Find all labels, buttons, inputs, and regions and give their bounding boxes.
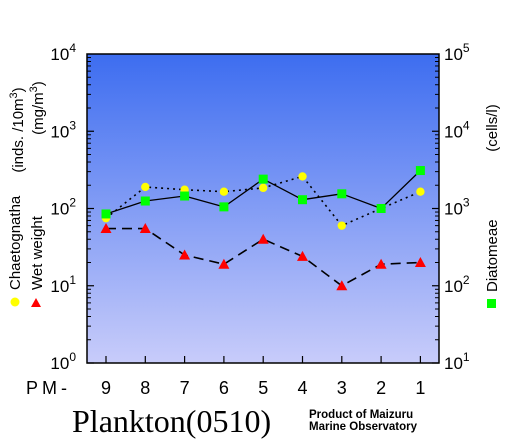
x-tick-label: 2 <box>376 378 386 398</box>
data-point-wet-weight <box>297 250 308 261</box>
right-tick-label: 105 <box>444 41 470 64</box>
data-point-diatomeae <box>415 166 425 176</box>
right-tick-label: 102 <box>444 273 470 296</box>
data-point-wet-weight <box>218 258 230 269</box>
right-axis-title: (cells/l) <box>484 104 501 152</box>
left-axis-title-line1: (inds. /10m3) <box>8 87 27 172</box>
right-axis-ticks: 101 102 103 104 105 <box>432 41 470 373</box>
data-point-wet-weight <box>414 256 426 267</box>
x-tick-label: 1 <box>415 378 425 398</box>
data-point-diatomeae <box>258 174 268 184</box>
data-point-chaetognatha <box>259 183 268 193</box>
data-point-wet-weight <box>375 258 387 269</box>
credit-line-2: Marine Observatory <box>309 421 418 433</box>
data-point-chaetognatha <box>219 187 229 196</box>
data-point-diatomeae <box>101 209 111 219</box>
data-point-chaetognatha <box>298 172 307 181</box>
data-point-chaetognatha <box>141 182 150 192</box>
chart-title: Plankton(0510) <box>72 403 271 439</box>
left-axis-title-line2: (mg/m3) <box>28 81 47 135</box>
legend-wet-weight-label: Wet weight <box>29 215 46 290</box>
legend-chaetognatha-marker <box>10 297 20 307</box>
right-tick-label: 101 <box>444 350 470 373</box>
x-tick-label: 4 <box>297 378 307 398</box>
credit-line-1: Product of Maizuru <box>309 409 413 421</box>
data-point-diatomeae <box>180 191 190 201</box>
left-tick-label: 103 <box>50 118 76 141</box>
x-axis-prefix: PM- <box>26 378 71 398</box>
data-point-wet-weight <box>336 280 348 291</box>
data-point-diatomeae <box>376 204 386 213</box>
data-point-chaetognatha <box>337 221 346 230</box>
data-point-diatomeae <box>337 189 347 199</box>
data-point-wet-weight <box>139 223 151 234</box>
left-tick-label: 102 <box>50 196 76 219</box>
left-tick-label: 104 <box>50 41 76 64</box>
right-tick-label: 104 <box>444 118 470 141</box>
series-line-wet-weight <box>106 227 421 287</box>
x-tick-label: 5 <box>258 378 268 398</box>
data-point-wet-weight <box>257 233 269 244</box>
legend-diatomeae-marker <box>487 299 496 308</box>
x-tick-label: 7 <box>180 378 190 398</box>
data-point-diatomeae <box>298 195 307 205</box>
legend-wet-weight-marker <box>31 298 41 307</box>
data-point-wet-weight <box>100 223 112 234</box>
x-axis-ticks: 9 8 7 6 5 4 3 2 1 <box>101 356 425 398</box>
right-tick-label: 103 <box>444 196 470 219</box>
legend-chaetognatha-label: Chaetognatha <box>7 195 24 290</box>
data-point-chaetognatha <box>416 187 425 196</box>
left-axis-ticks: 100 101 102 103 104 <box>50 41 94 373</box>
left-tick-label: 100 <box>50 350 76 373</box>
data-point-diatomeae <box>140 196 150 206</box>
left-tick-label: 101 <box>50 273 76 296</box>
x-tick-label: 9 <box>101 378 111 398</box>
plot-area <box>87 54 439 363</box>
series-layer <box>100 166 426 291</box>
x-tick-label: 8 <box>140 378 150 398</box>
data-point-wet-weight <box>179 249 191 260</box>
data-point-diatomeae <box>219 202 229 212</box>
x-tick-label: 3 <box>337 378 347 398</box>
x-tick-label: 6 <box>219 378 229 398</box>
legend-diatomeae-label: Diatomeae <box>484 219 501 292</box>
